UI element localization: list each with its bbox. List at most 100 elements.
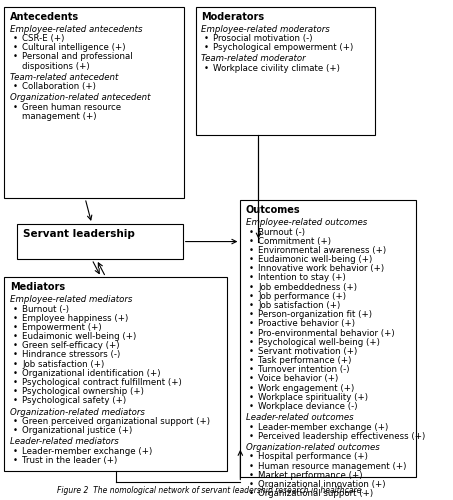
Text: Organization-related mediators: Organization-related mediators bbox=[10, 408, 145, 416]
Text: Collaboration (+): Collaboration (+) bbox=[22, 82, 96, 92]
Text: Job performance (+): Job performance (+) bbox=[258, 292, 346, 301]
Text: •: • bbox=[13, 323, 18, 332]
Text: Task performance (+): Task performance (+) bbox=[258, 356, 352, 365]
Text: •: • bbox=[249, 432, 254, 441]
Text: Workplace spirituality (+): Workplace spirituality (+) bbox=[258, 393, 368, 402]
Bar bbox=[5, 277, 227, 470]
Text: •: • bbox=[13, 387, 18, 396]
Text: •: • bbox=[204, 44, 209, 52]
Text: •: • bbox=[249, 236, 254, 246]
Text: •: • bbox=[13, 447, 18, 456]
Text: Organizational support (+): Organizational support (+) bbox=[258, 489, 373, 498]
Bar bbox=[5, 6, 183, 198]
Text: Employee-related outcomes: Employee-related outcomes bbox=[246, 218, 367, 227]
Text: Innovative work behavior (+): Innovative work behavior (+) bbox=[258, 264, 384, 274]
Text: management (+): management (+) bbox=[22, 112, 96, 121]
Text: Servant leadership: Servant leadership bbox=[23, 228, 135, 238]
Text: •: • bbox=[249, 292, 254, 301]
Text: Intention to stay (+): Intention to stay (+) bbox=[258, 274, 346, 282]
Text: Leader-related mediators: Leader-related mediators bbox=[10, 438, 119, 446]
Text: •: • bbox=[249, 338, 254, 346]
Text: •: • bbox=[204, 34, 209, 43]
Text: Burnout (-): Burnout (-) bbox=[22, 304, 69, 314]
Text: •: • bbox=[249, 264, 254, 274]
Text: Team-related antecedent: Team-related antecedent bbox=[10, 73, 118, 82]
Text: Workplace civility climate (+): Workplace civility climate (+) bbox=[213, 64, 340, 73]
Text: Turnover intention (-): Turnover intention (-) bbox=[258, 366, 349, 374]
Text: •: • bbox=[13, 350, 18, 360]
Text: •: • bbox=[204, 64, 209, 73]
Text: •: • bbox=[249, 301, 254, 310]
Text: Psychological safety (+): Psychological safety (+) bbox=[22, 396, 126, 406]
Text: •: • bbox=[249, 246, 254, 255]
Text: Employee-related antecedents: Employee-related antecedents bbox=[10, 24, 143, 34]
Text: •: • bbox=[249, 274, 254, 282]
Text: Employee-related moderators: Employee-related moderators bbox=[201, 24, 330, 34]
Text: •: • bbox=[13, 82, 18, 92]
Text: Trust in the leader (+): Trust in the leader (+) bbox=[22, 456, 117, 465]
Text: Organizational innovation (+): Organizational innovation (+) bbox=[258, 480, 386, 489]
Text: Psychological contract fulfillment (+): Psychological contract fulfillment (+) bbox=[22, 378, 182, 387]
Text: CSR-E (+): CSR-E (+) bbox=[22, 34, 64, 43]
Text: Employee-related mediators: Employee-related mediators bbox=[10, 295, 132, 304]
Text: •: • bbox=[13, 103, 18, 112]
Text: •: • bbox=[13, 52, 18, 62]
Text: •: • bbox=[13, 417, 18, 426]
Text: •: • bbox=[13, 456, 18, 465]
Text: Team-related moderator: Team-related moderator bbox=[201, 54, 306, 64]
Text: Workplace deviance (-): Workplace deviance (-) bbox=[258, 402, 357, 411]
Text: •: • bbox=[249, 328, 254, 338]
Text: Psychological well-being (+): Psychological well-being (+) bbox=[258, 338, 380, 346]
Text: Green human resource: Green human resource bbox=[22, 103, 121, 112]
Text: •: • bbox=[249, 480, 254, 489]
Text: Environmental awareness (+): Environmental awareness (+) bbox=[258, 246, 386, 255]
Text: •: • bbox=[13, 378, 18, 387]
Text: Organizational identification (+): Organizational identification (+) bbox=[22, 369, 160, 378]
Text: dispositions (+): dispositions (+) bbox=[22, 62, 90, 70]
Text: •: • bbox=[249, 366, 254, 374]
Text: Person-organization fit (+): Person-organization fit (+) bbox=[258, 310, 372, 319]
Bar bbox=[241, 200, 416, 476]
Text: Outcomes: Outcomes bbox=[246, 205, 300, 215]
Text: Organization-related antecedent: Organization-related antecedent bbox=[10, 94, 150, 102]
Text: •: • bbox=[13, 332, 18, 341]
Text: Human resource management (+): Human resource management (+) bbox=[258, 462, 406, 470]
Text: •: • bbox=[249, 384, 254, 392]
Text: Leader-related outcomes: Leader-related outcomes bbox=[246, 413, 353, 422]
Text: Hindrance stressors (-): Hindrance stressors (-) bbox=[22, 350, 120, 360]
Text: Proactive behavior (+): Proactive behavior (+) bbox=[258, 320, 355, 328]
Text: Organization-related outcomes: Organization-related outcomes bbox=[246, 443, 380, 452]
Text: Job satisfaction (+): Job satisfaction (+) bbox=[258, 301, 340, 310]
Text: Cultural intelligence (+): Cultural intelligence (+) bbox=[22, 44, 125, 52]
Text: Pro-environmental behavior (+): Pro-environmental behavior (+) bbox=[258, 328, 395, 338]
Text: Antecedents: Antecedents bbox=[10, 12, 79, 22]
Text: Figure 2  The nomological network of servant leadership research in healthcare.: Figure 2 The nomological network of serv… bbox=[57, 486, 364, 496]
Text: •: • bbox=[13, 34, 18, 43]
Text: •: • bbox=[13, 396, 18, 406]
Text: •: • bbox=[13, 426, 18, 435]
Text: Leader-member exchange (+): Leader-member exchange (+) bbox=[22, 447, 152, 456]
Text: Psychological ownership (+): Psychological ownership (+) bbox=[22, 387, 144, 396]
Text: •: • bbox=[13, 369, 18, 378]
Text: Perceived leadership effectiveness (+): Perceived leadership effectiveness (+) bbox=[258, 432, 425, 441]
Text: Commitment (+): Commitment (+) bbox=[258, 236, 331, 246]
Text: Mediators: Mediators bbox=[10, 282, 65, 292]
Text: •: • bbox=[249, 255, 254, 264]
Text: Burnout (-): Burnout (-) bbox=[258, 228, 305, 236]
Text: •: • bbox=[249, 489, 254, 498]
Text: Market performance (+): Market performance (+) bbox=[258, 471, 362, 480]
Bar bbox=[196, 6, 375, 135]
Text: •: • bbox=[249, 393, 254, 402]
Bar bbox=[17, 224, 183, 260]
Text: Prosocial motivation (-): Prosocial motivation (-) bbox=[213, 34, 313, 43]
Text: •: • bbox=[249, 356, 254, 365]
Text: •: • bbox=[249, 471, 254, 480]
Text: •: • bbox=[13, 342, 18, 350]
Text: Voice behavior (+): Voice behavior (+) bbox=[258, 374, 338, 384]
Text: •: • bbox=[249, 402, 254, 411]
Text: •: • bbox=[249, 320, 254, 328]
Text: Employee happiness (+): Employee happiness (+) bbox=[22, 314, 128, 322]
Text: •: • bbox=[249, 228, 254, 236]
Text: •: • bbox=[249, 422, 254, 432]
Text: Job satisfaction (+): Job satisfaction (+) bbox=[22, 360, 104, 368]
